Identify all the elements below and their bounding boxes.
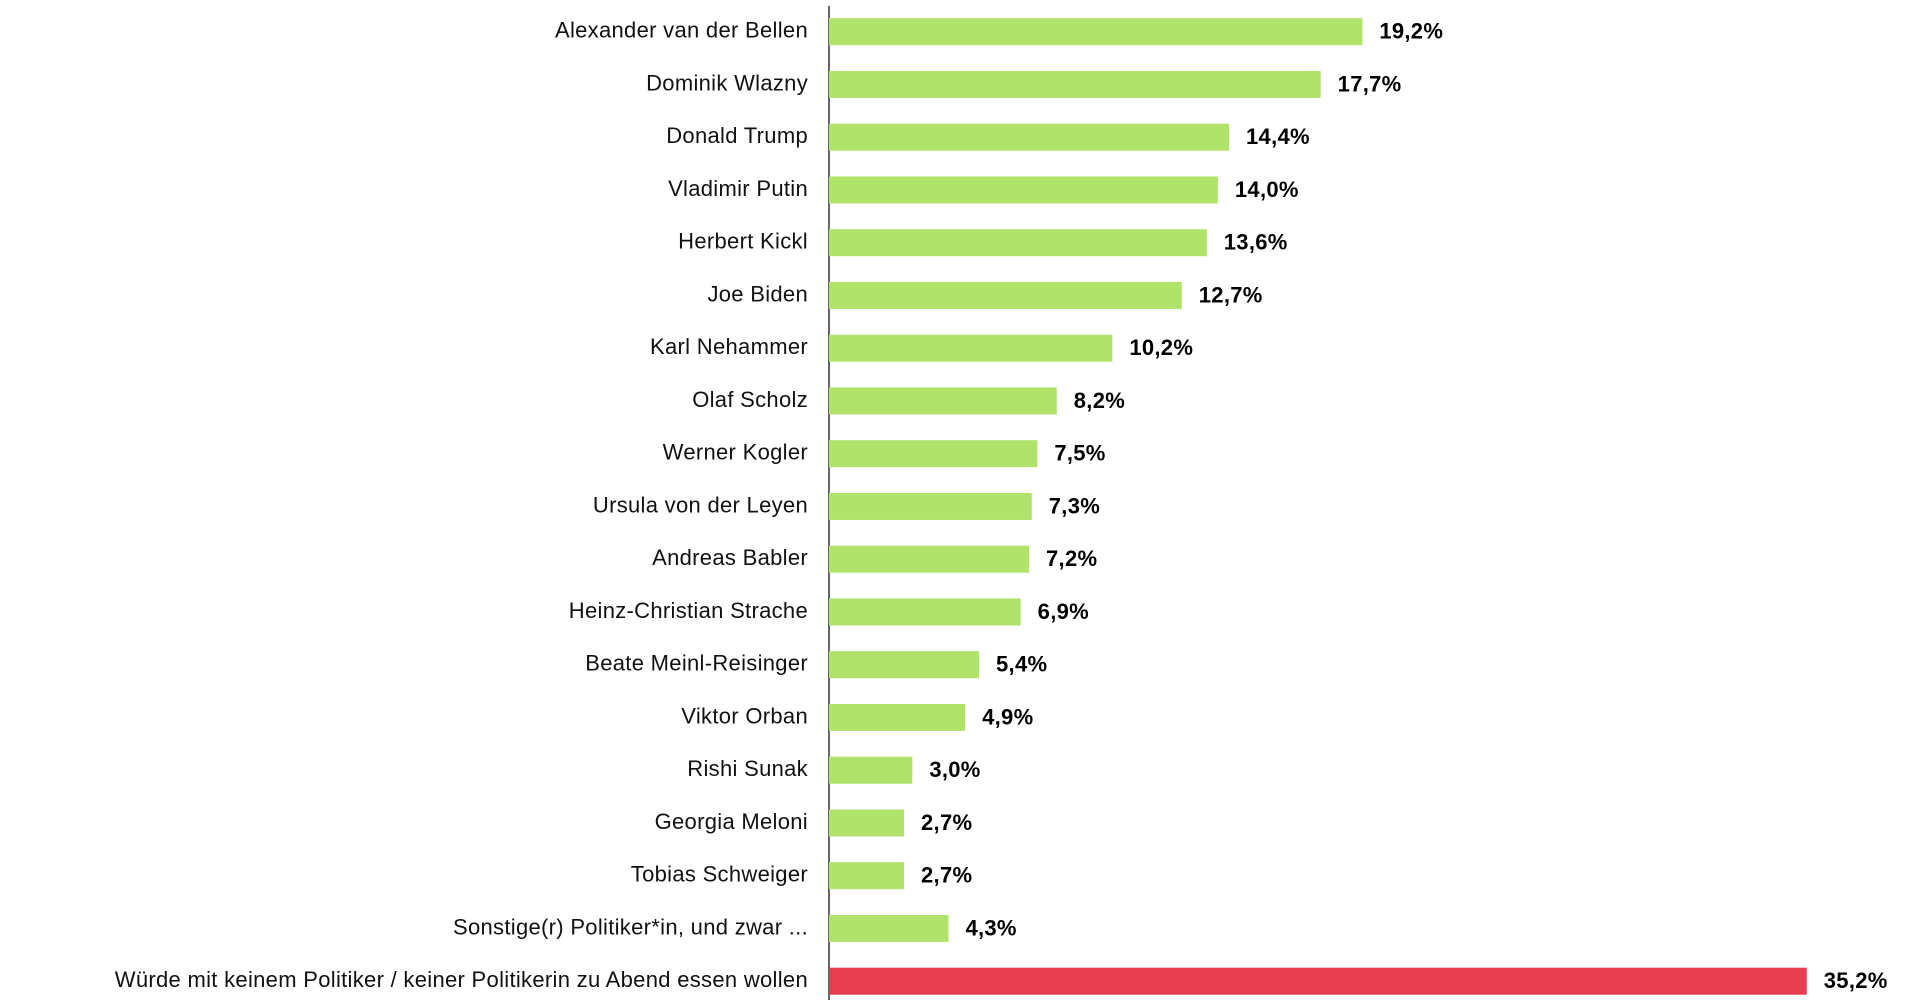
bar xyxy=(829,545,1029,573)
value-label: 2,7% xyxy=(921,863,972,888)
bar xyxy=(829,176,1218,204)
bar xyxy=(829,387,1057,415)
bar xyxy=(829,18,1363,46)
bar xyxy=(829,123,1229,151)
category-label: Tobias Schweiger xyxy=(631,862,808,887)
value-label: 17,7% xyxy=(1338,71,1402,96)
category-label: Beate Meinl-Reisinger xyxy=(585,651,808,676)
value-label: 14,0% xyxy=(1235,177,1299,202)
category-label: Andreas Babler xyxy=(652,545,808,570)
bar xyxy=(829,334,1113,362)
value-label: 35,2% xyxy=(1824,968,1888,993)
bar xyxy=(829,281,1182,309)
category-label: Vladimir Putin xyxy=(668,176,808,201)
value-label: 4,9% xyxy=(982,704,1033,729)
value-label: 13,6% xyxy=(1224,230,1288,255)
value-label: 3,0% xyxy=(929,757,980,782)
bar xyxy=(829,229,1207,257)
value-label: 19,2% xyxy=(1379,19,1443,44)
category-label: Herbert Kickl xyxy=(678,229,808,254)
bar xyxy=(829,651,979,679)
value-label: 12,7% xyxy=(1199,282,1263,307)
category-label: Donald Trump xyxy=(666,123,808,148)
category-label: Georgia Meloni xyxy=(655,809,808,834)
bar xyxy=(829,440,1038,468)
value-label: 10,2% xyxy=(1129,335,1193,360)
category-label: Sonstige(r) Politiker*in, und zwar ... xyxy=(453,914,808,939)
category-label: Heinz-Christian Strache xyxy=(569,598,808,623)
value-label: 7,2% xyxy=(1046,546,1097,571)
bar xyxy=(829,809,904,837)
value-label: 8,2% xyxy=(1074,388,1125,413)
category-label: Würde mit keinem Politiker / keiner Poli… xyxy=(115,967,808,992)
bar xyxy=(829,914,949,942)
value-label: 5,4% xyxy=(996,652,1047,677)
value-label: 6,9% xyxy=(1038,599,1089,624)
bar xyxy=(829,862,904,890)
category-label: Joe Biden xyxy=(707,281,808,306)
bar xyxy=(829,703,966,731)
category-label: Ursula von der Leyen xyxy=(593,492,808,517)
value-label: 2,7% xyxy=(921,810,972,835)
bar xyxy=(829,70,1321,98)
category-label: Karl Nehammer xyxy=(650,334,808,359)
category-label: Viktor Orban xyxy=(681,703,808,728)
category-label: Alexander van der Bellen xyxy=(555,18,808,43)
bar xyxy=(829,492,1032,520)
value-label: 4,3% xyxy=(965,915,1016,940)
bar xyxy=(829,756,913,784)
value-label: 7,5% xyxy=(1054,441,1105,466)
value-label: 7,3% xyxy=(1049,493,1100,518)
value-label: 14,4% xyxy=(1246,124,1310,149)
category-label: Rishi Sunak xyxy=(687,756,808,781)
bar xyxy=(829,967,1807,995)
category-label: Olaf Scholz xyxy=(692,387,808,412)
category-label: Werner Kogler xyxy=(663,440,808,465)
bar xyxy=(829,598,1021,626)
category-label: Dominik Wlazny xyxy=(646,70,808,95)
